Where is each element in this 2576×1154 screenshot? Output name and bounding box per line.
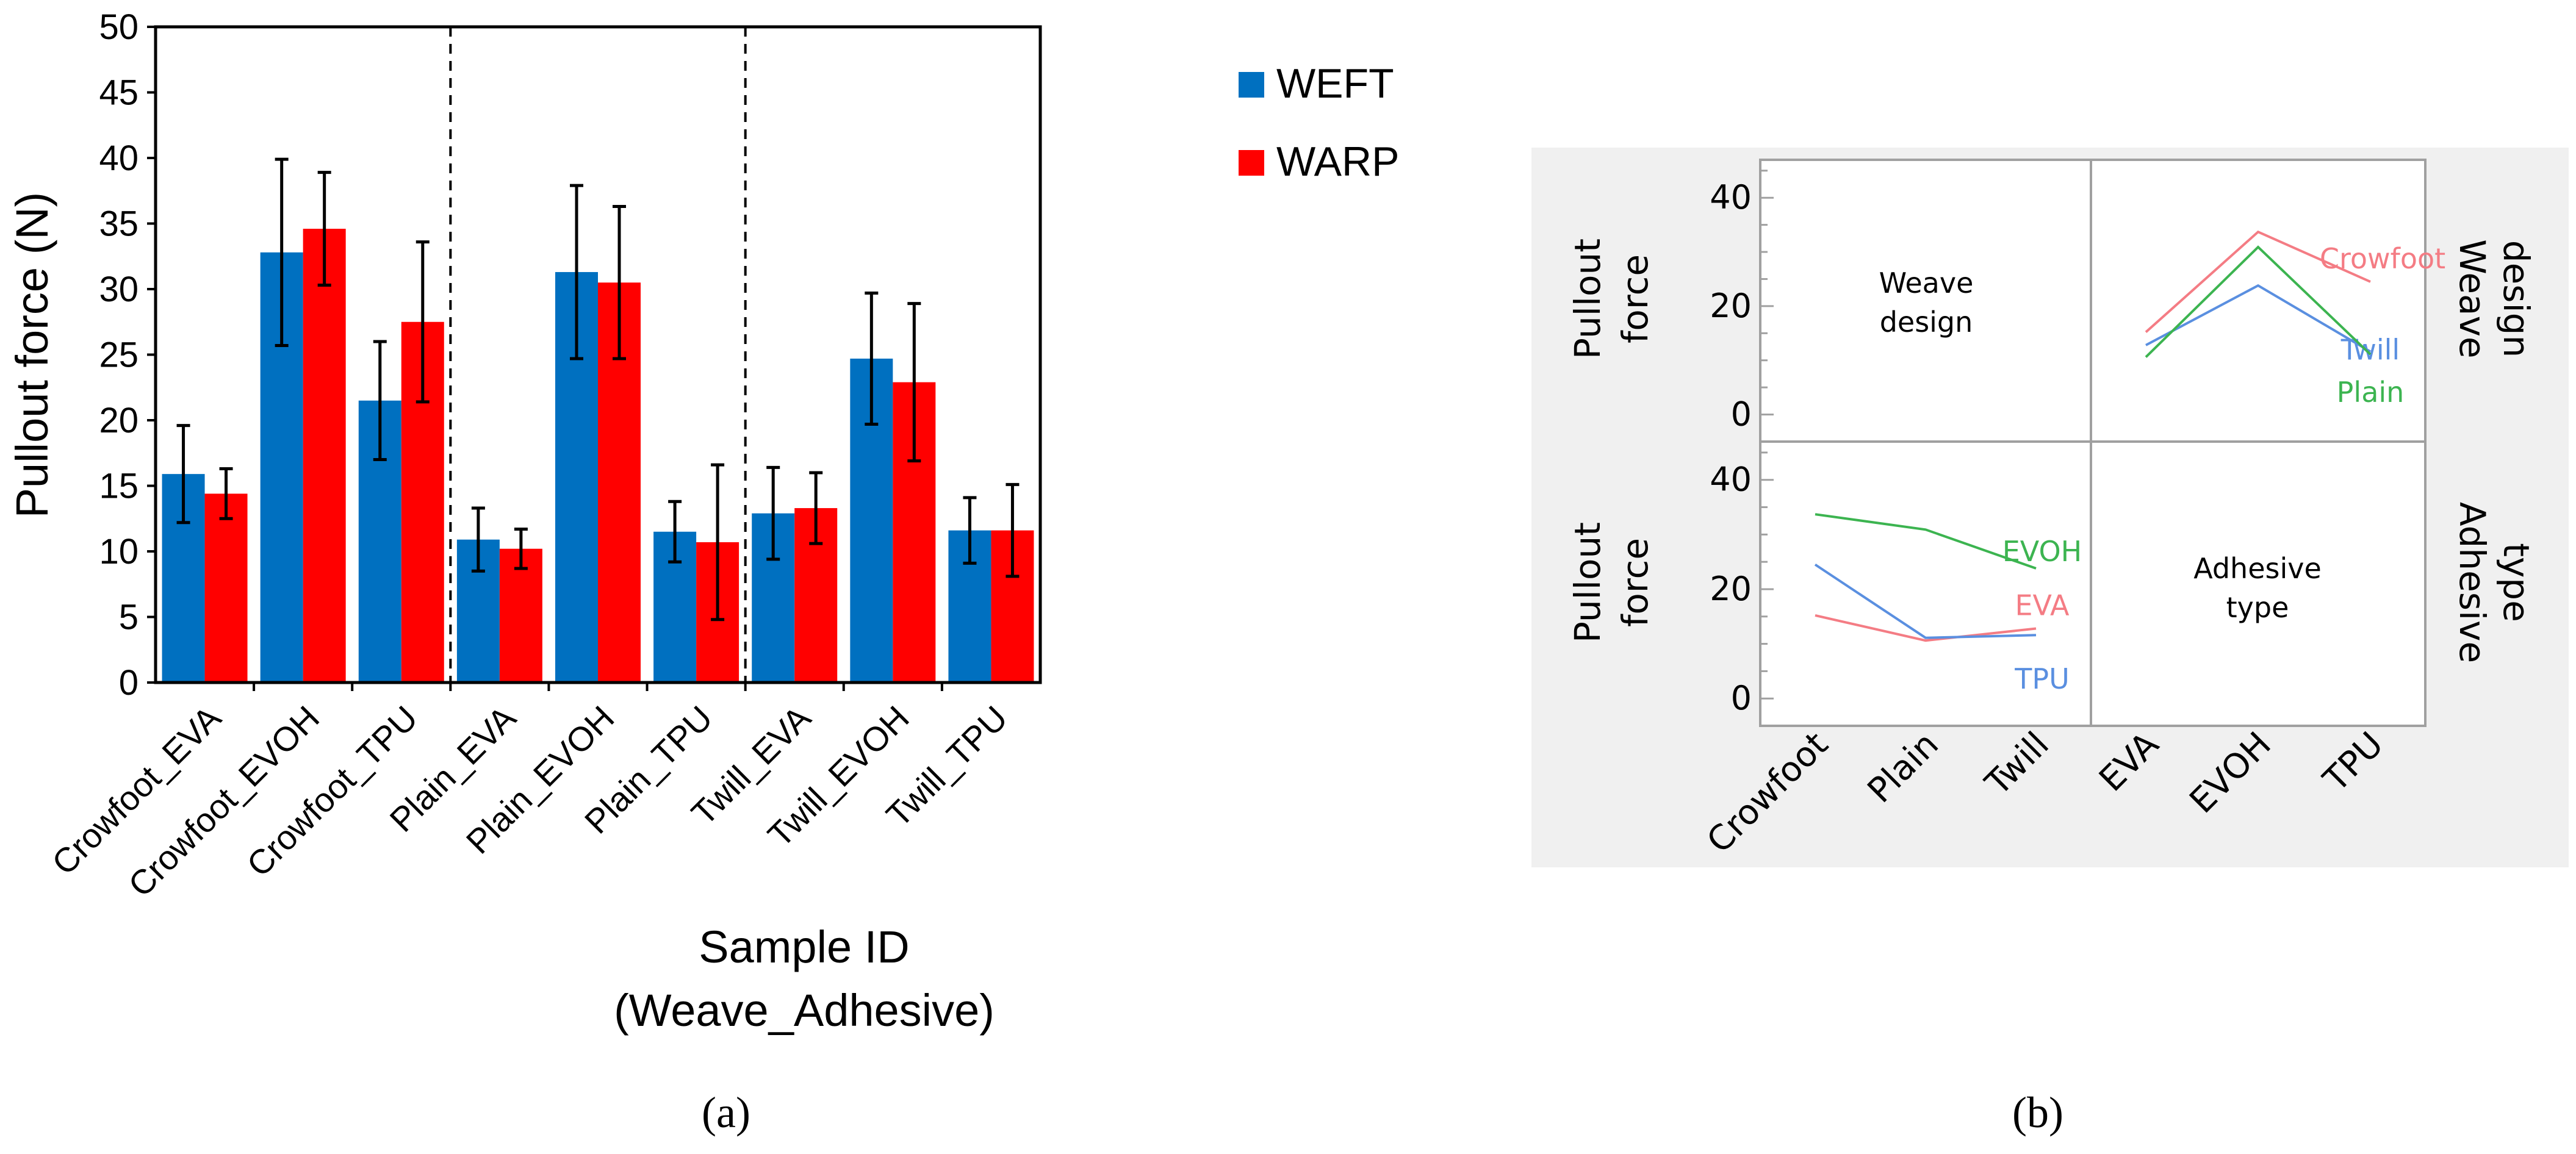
y-axis: 0 5 10 15 20 25 30 35 40 45 50: [99, 7, 156, 703]
top-right-series-label-crowfoot: Crowfoot: [2320, 242, 2445, 275]
y-axis-title: Pullout force (N): [7, 192, 57, 518]
y-tick-label: 40: [1710, 178, 1752, 217]
y-tick-label: 15: [99, 467, 139, 506]
y-tick-label: 10: [99, 532, 139, 572]
y-tick-label: 30: [99, 270, 139, 309]
top-right-series-label-twill: Twill: [2340, 334, 2400, 367]
y-tick-label: 0: [1731, 395, 1752, 434]
y-tick-label: 45: [99, 73, 139, 113]
diagonal-label-weave-line2: design: [1880, 306, 1973, 339]
legend-swatch-warp: [1239, 150, 1264, 176]
x-tick-label: Crowfoot_TPU: [239, 698, 425, 884]
row2-right-label: Adhesive: [2452, 502, 2493, 663]
bar-warp-crowfoot_evoh: [303, 229, 346, 683]
row1-left-label: Pullout: [1567, 238, 1608, 359]
group-separator-layer: [449, 27, 747, 683]
y-tick-label: 0: [119, 663, 139, 703]
diagonal-label-adhesive: Adhesive: [2193, 552, 2322, 585]
y-tick-label: 20: [99, 401, 139, 440]
row1-right-label-line2: design: [2495, 240, 2537, 357]
row1-right-label: Weave: [2452, 239, 2493, 358]
panel-b-lines: Crowfoot Twill Plain EVOH EVA TPU: [1814, 230, 2445, 695]
x-tick-label: Crowfoot_EVA: [45, 698, 229, 882]
bar-warp-crowfoot_eva: [204, 493, 248, 683]
diagonal-label-adhesive-line2: type: [2226, 591, 2289, 624]
panel-a-bar-chart: 0 5 10 15 20 25 30 35 40 45 50 Crowfoot_EVACrowfoo…: [7, 7, 1399, 1137]
x-axis-title-line2: (Weave_Adhesive): [614, 985, 995, 1036]
y-tick-label: 5: [119, 598, 139, 637]
top-right-line-plain: [2145, 245, 2372, 358]
legend-label-warp: WARP: [1276, 138, 1399, 185]
diagonal-label-weave: Weave: [1879, 267, 1974, 299]
y-tick-label: 0: [1731, 679, 1752, 717]
panel-b-y-axes: 0 20 40 0 20 40: [1710, 170, 1774, 717]
panel-label-b: (b): [2012, 1088, 2063, 1137]
top-right-series-label-plain: Plain: [2337, 376, 2405, 409]
row2-left-label-line2: force: [1614, 538, 1656, 627]
legend-swatch-weft: [1239, 72, 1264, 98]
top-right-line-twill: [2145, 284, 2372, 353]
y-tick-label: 20: [1710, 287, 1752, 325]
bottom-left-line-tpu: [1814, 563, 2037, 639]
y-tick-label: 20: [1710, 570, 1752, 608]
bottom-left-series-label-tpu: TPU: [2014, 662, 2070, 695]
row2-right-label-line2: type: [2495, 543, 2537, 622]
panel-label-a: (a): [702, 1088, 750, 1137]
bottom-left-line-eva: [1815, 614, 2037, 642]
legend-label-weft: WEFT: [1276, 60, 1394, 107]
bottom-left-series-label-evoh: EVOH: [2002, 535, 2082, 568]
x-axis-title: Sample ID: [699, 922, 909, 972]
legend: WEFT WARP: [1239, 60, 1399, 185]
y-tick-label: 40: [99, 138, 139, 178]
y-tick-label: 40: [1710, 461, 1752, 499]
row2-left-label: Pullout: [1567, 522, 1608, 643]
bar-layer: [162, 229, 1034, 683]
y-tick-label: 35: [99, 204, 139, 244]
row1-left-label-line2: force: [1614, 254, 1656, 343]
y-tick-label: 25: [99, 335, 139, 375]
y-tick-label: 50: [99, 7, 139, 47]
bottom-left-line-evoh: [1815, 513, 2037, 570]
error-bar-layer: [176, 157, 1020, 622]
x-axis: Crowfoot_EVACrowfoot_EVOHCrowfoot_TPUPla…: [45, 683, 1015, 904]
top-right-line-crowfoot: [2145, 230, 2371, 334]
bar-warp-plain_eva: [499, 548, 542, 683]
bottom-left-series-label-eva: EVA: [2015, 589, 2070, 622]
